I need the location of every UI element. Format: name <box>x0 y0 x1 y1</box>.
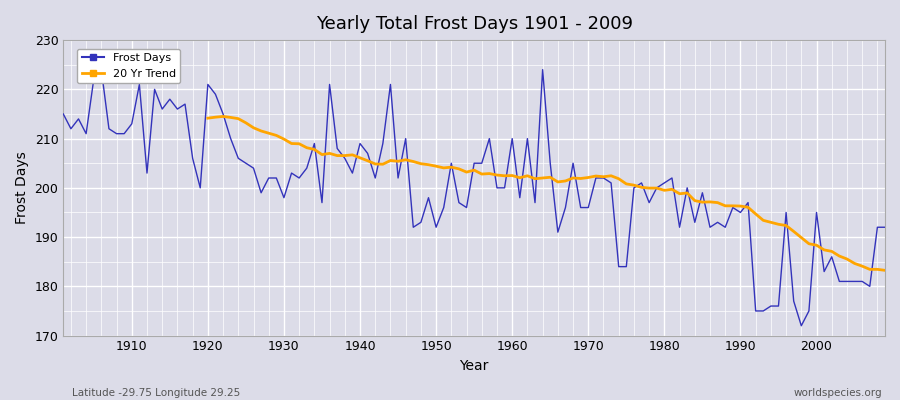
X-axis label: Year: Year <box>460 359 489 373</box>
Text: Latitude -29.75 Longitude 29.25: Latitude -29.75 Longitude 29.25 <box>72 388 240 398</box>
Legend: Frost Days, 20 Yr Trend: Frost Days, 20 Yr Trend <box>77 49 180 83</box>
Title: Yearly Total Frost Days 1901 - 2009: Yearly Total Frost Days 1901 - 2009 <box>316 15 633 33</box>
Text: worldspecies.org: worldspecies.org <box>794 388 882 398</box>
Y-axis label: Frost Days: Frost Days <box>15 152 29 224</box>
